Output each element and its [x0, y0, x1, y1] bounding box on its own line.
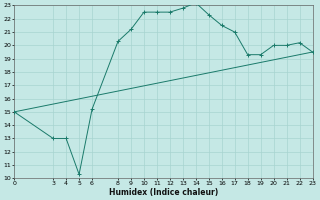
X-axis label: Humidex (Indice chaleur): Humidex (Indice chaleur) [109, 188, 218, 197]
